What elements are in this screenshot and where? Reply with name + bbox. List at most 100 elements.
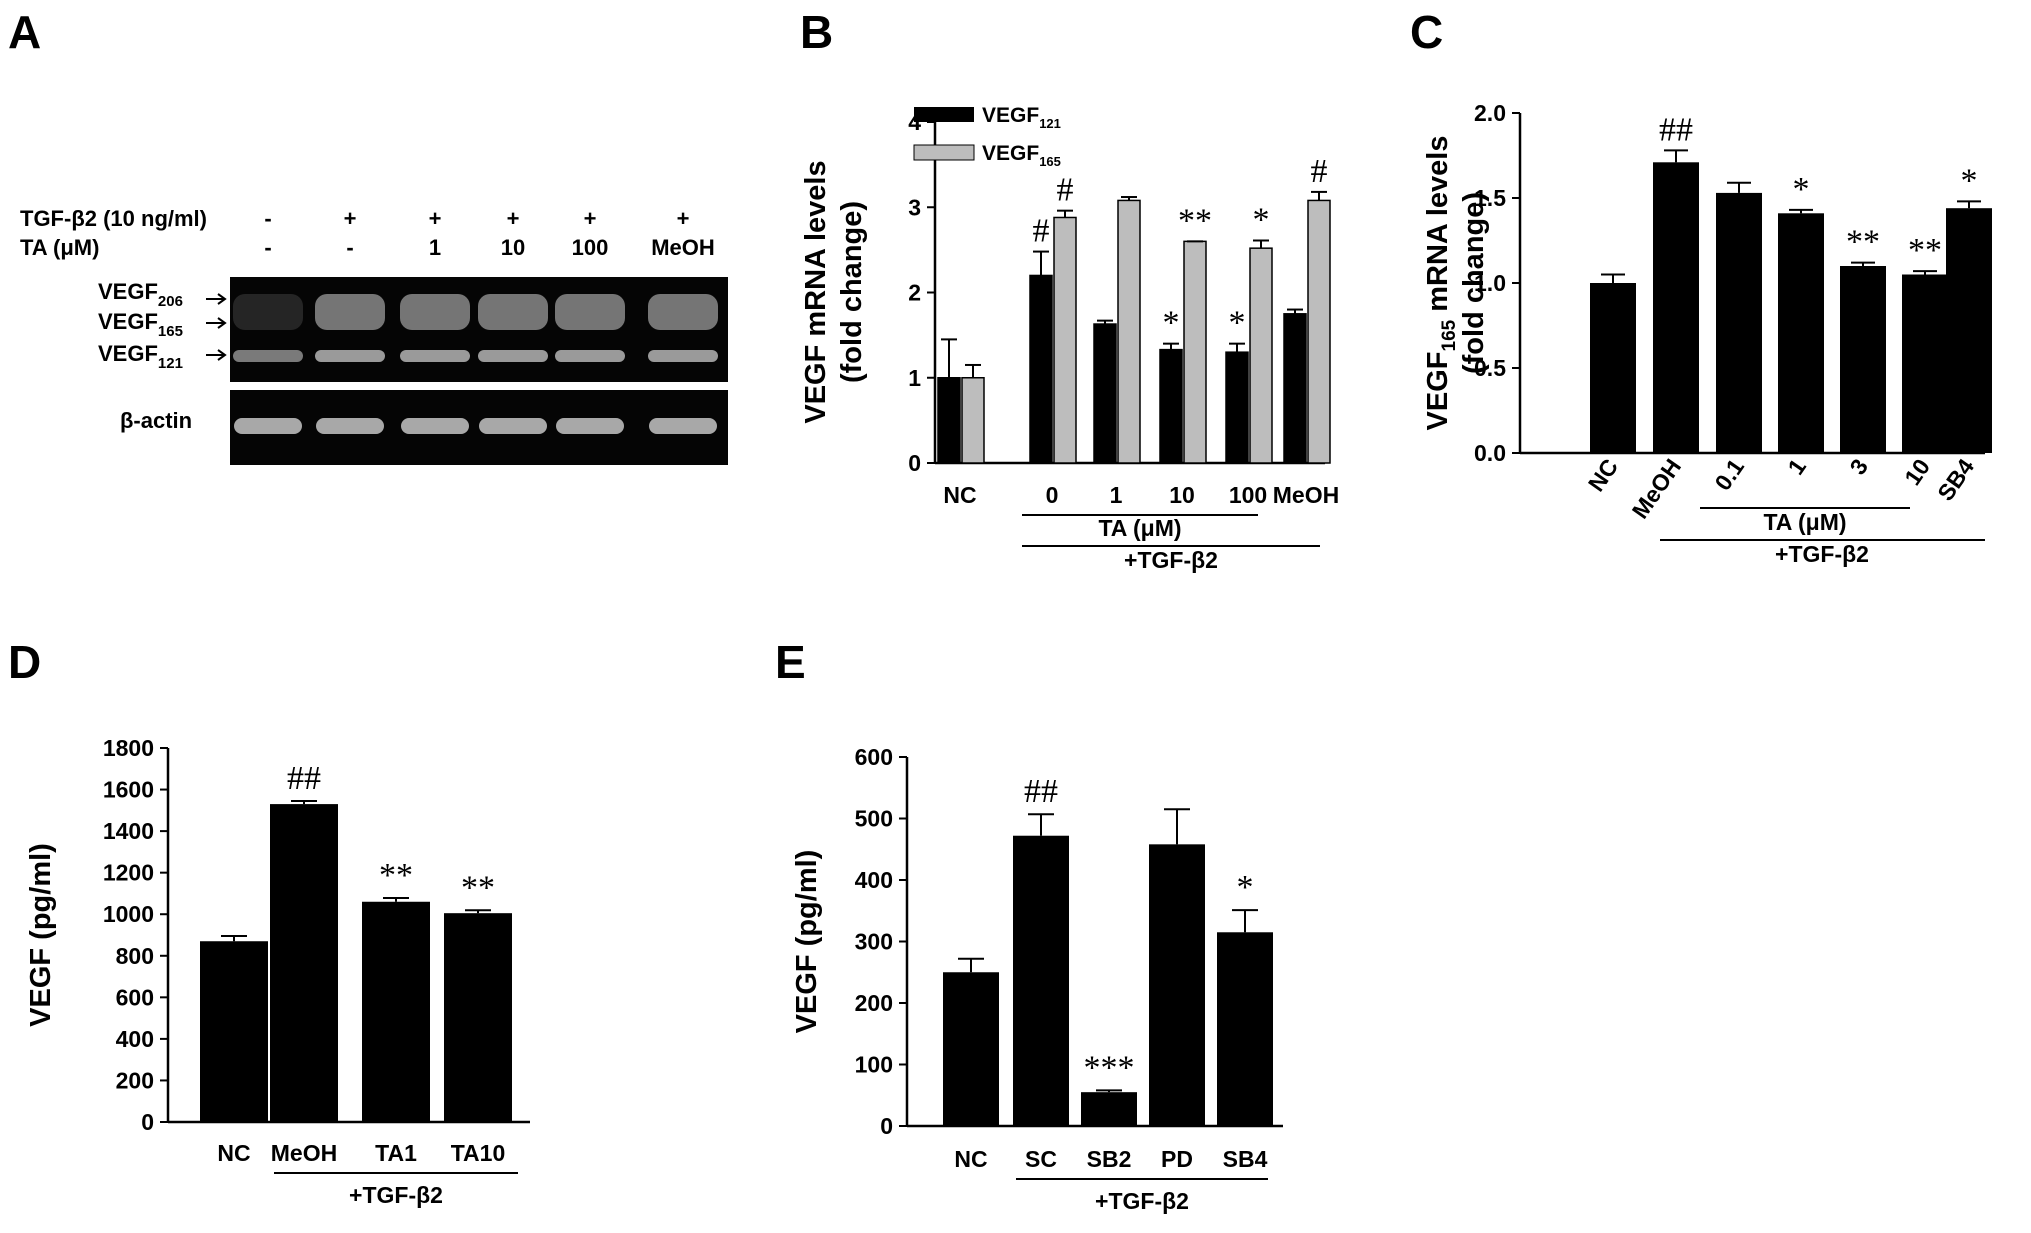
x-category-label: SB4 xyxy=(1932,454,1979,506)
gel-actin-bands xyxy=(234,418,717,434)
x-category-label: 1 xyxy=(1110,482,1123,508)
x-category-label: TA10 xyxy=(451,1140,506,1166)
gel-band-vegf165 xyxy=(648,294,718,330)
x-category-label: 3 xyxy=(1844,454,1873,479)
bar-vegf121 xyxy=(1029,274,1053,464)
panel-a-gel: TGF-β2 (10 ng/ml) TA (μM) - + + + + + - - 1 10 10… xyxy=(20,206,728,465)
x-category-label: NC xyxy=(217,1140,250,1166)
panel-letter-c: C xyxy=(1410,6,1443,58)
panel-c-chart: 0.00.51.01.52.0 ##*** ***NC MeOH 0.1 1 3 10SB4T… xyxy=(1422,100,1992,567)
band-label-actin: β-actin xyxy=(120,408,192,433)
x-category-label: NC xyxy=(954,1146,987,1172)
significance-marker: * xyxy=(1961,162,1978,199)
y-tick-label: 0 xyxy=(908,450,921,476)
y-tick-label: 1600 xyxy=(103,777,154,803)
significance-marker: # xyxy=(1033,213,1050,250)
gel-row2-value: MeOH xyxy=(651,235,715,260)
x-category-label: MeOH xyxy=(1627,454,1686,523)
gel-band-actin xyxy=(556,418,624,434)
legend-swatch-vegf121 xyxy=(914,107,974,122)
gel-band-actin xyxy=(649,418,717,434)
gel-band-actin xyxy=(316,418,384,434)
gel-vegf-bands xyxy=(233,294,718,362)
significance-marker: ** xyxy=(1846,224,1880,261)
gel-row1-value: - xyxy=(264,206,271,231)
y-tick-label: 600 xyxy=(116,984,154,1010)
y-axis-label: VEGF (pg/ml) xyxy=(791,850,823,1034)
gel-row1-value: + xyxy=(429,206,442,231)
x-category-label: SC xyxy=(1025,1146,1057,1172)
x-category-label: NC xyxy=(1583,454,1623,496)
bar xyxy=(1946,208,1992,453)
y-tick-label: 0 xyxy=(141,1109,154,1135)
significance-marker: * xyxy=(1229,305,1246,342)
y-tick-label: 1800 xyxy=(103,735,154,761)
bar xyxy=(1081,1092,1137,1126)
gel-band-vegf165 xyxy=(478,294,548,330)
bar xyxy=(1590,283,1636,453)
significance-marker: * xyxy=(1253,201,1270,238)
significance-marker: ## xyxy=(1659,111,1693,148)
band-label-vegf121: VEGF121 xyxy=(98,341,183,372)
gel-row2-values: - - 1 10 100 MeOH xyxy=(264,235,714,260)
bar-vegf165 xyxy=(1183,240,1207,464)
bar-vegf121 xyxy=(1159,348,1183,464)
bar xyxy=(1902,274,1948,453)
significance-marker: ** xyxy=(1178,202,1212,239)
bar-vegf165 xyxy=(961,377,985,464)
x-category-label: MeOH xyxy=(1273,482,1339,508)
gel-band-actin xyxy=(234,418,302,434)
group-label-tgf: +TGF-β2 xyxy=(1124,547,1218,573)
gel-band-vegf121 xyxy=(315,350,385,362)
band-label-vegf206: VEGF206 xyxy=(98,279,183,310)
bar-vegf121 xyxy=(937,377,961,464)
y-axis-label: VEGF165 mRNA levels (fold change) xyxy=(1422,136,1490,431)
legend-swatch-vegf165 xyxy=(913,144,975,161)
y-tick-label: 0.5 xyxy=(1474,355,1506,381)
gel-row2-value: - xyxy=(264,235,271,260)
y-axis-label: VEGF mRNA levels (fold change) xyxy=(800,160,868,423)
gel-row1-value: + xyxy=(507,206,520,231)
y-tick-label: 500 xyxy=(855,806,893,832)
significance-marker: * xyxy=(1793,171,1810,208)
y-tick-label: 300 xyxy=(855,929,893,955)
gel-band-vegf121 xyxy=(400,350,470,362)
x-category-label: MeOH xyxy=(271,1140,337,1166)
x-category-label: SB2 xyxy=(1087,1146,1132,1172)
bar-vegf165 xyxy=(1249,247,1273,464)
y-tick-label: 100 xyxy=(855,1052,893,1078)
x-category-label: 1 xyxy=(1782,454,1811,480)
bar-vegf165 xyxy=(1053,216,1077,464)
x-category-label: SB4 xyxy=(1223,1146,1268,1172)
legend-label-vegf121: VEGF121 xyxy=(982,104,1061,131)
y-tick-label: 3 xyxy=(908,194,921,220)
y-tick-label: 0.0 xyxy=(1474,440,1506,466)
y-tick-label: 2.0 xyxy=(1474,100,1506,126)
gel-row2-label: TA (μM) xyxy=(20,235,99,260)
gel-actin-image xyxy=(230,390,728,465)
x-category-label: 100 xyxy=(1229,482,1267,508)
gel-row1-value: + xyxy=(344,206,357,231)
gel-band-vegf165 xyxy=(555,294,625,330)
bar-vegf165 xyxy=(1307,199,1331,464)
significance-marker: # xyxy=(1311,153,1328,190)
gel-band-actin xyxy=(479,418,547,434)
bar xyxy=(1840,266,1886,453)
y-tick-label: 200 xyxy=(855,990,893,1016)
gel-row2-value: 100 xyxy=(572,235,609,260)
y-tick-label: 1400 xyxy=(103,818,154,844)
gel-band-vegf121 xyxy=(233,350,303,362)
y-tick-label: 1 xyxy=(908,365,921,391)
bar xyxy=(200,941,268,1122)
significance-marker: * xyxy=(1163,305,1180,342)
bar xyxy=(1149,844,1205,1126)
bar-vegf165 xyxy=(1117,199,1141,464)
gel-band-vegf165 xyxy=(400,294,470,330)
significance-marker: ** xyxy=(1908,232,1942,269)
significance-marker: ** xyxy=(461,869,495,906)
gel-row2-value: 1 xyxy=(429,235,441,260)
